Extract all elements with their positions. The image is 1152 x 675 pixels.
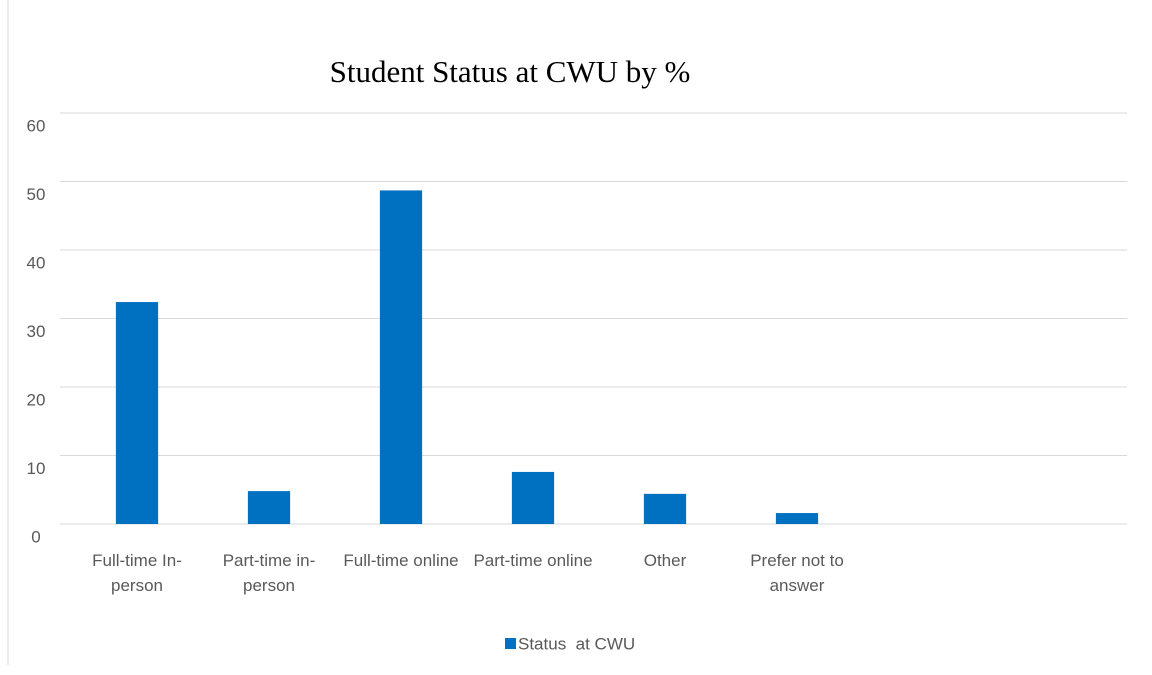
bar	[643, 493, 687, 524]
x-tick-label: Other	[643, 551, 687, 570]
y-tick-label: 50	[27, 185, 46, 204]
chart-title: Student Status at CWU by %	[330, 54, 691, 89]
y-tick-label: 10	[27, 459, 46, 478]
y-tick-label: 40	[27, 253, 46, 272]
x-tick-label: Full-time In-person	[92, 551, 182, 595]
y-tick-label: 0	[31, 527, 40, 546]
bar	[775, 513, 819, 524]
x-tick-label: Part-time online	[473, 551, 593, 570]
x-tick-label: Prefer not to answer	[750, 551, 844, 595]
bar	[247, 491, 291, 524]
y-tick-label: 60	[27, 116, 46, 135]
bar	[379, 190, 423, 524]
bar	[115, 302, 159, 524]
y-tick-label: 20	[27, 390, 46, 409]
bar	[511, 471, 555, 524]
x-tick-label: Part-time in-person	[222, 551, 316, 595]
legend-swatch	[505, 638, 516, 649]
legend-label: Status at CWU	[518, 634, 635, 653]
y-tick-label: 30	[27, 322, 46, 341]
x-tick-label: Full-time online	[343, 551, 459, 570]
